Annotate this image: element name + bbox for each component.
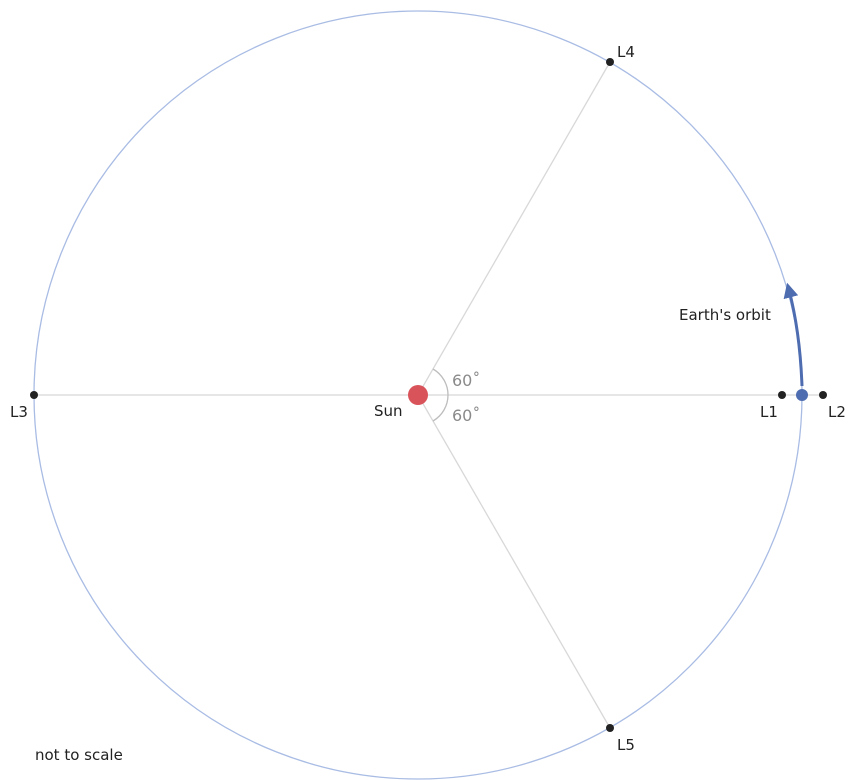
lagrange-point-l2 [819,391,827,399]
orbit-direction-arrow [783,282,804,387]
angle-arc-lower [432,394,449,422]
l2-label: L2 [828,403,846,421]
sun-l5-line [417,394,611,729]
l4-label: L4 [617,43,635,61]
lagrange-point-l3 [30,391,38,399]
lagrange-point-l1 [778,391,786,399]
angle-label-upper: 60˚ [452,371,480,390]
sun [408,385,428,405]
lagrange-point-l4 [606,58,614,66]
earth [796,389,808,401]
l1-label: L1 [760,403,778,421]
scale-note: not to scale [35,746,123,764]
sun-l4-line [417,61,611,396]
orbit-label: Earth's orbit [679,306,771,324]
angle-label-lower: 60˚ [452,406,480,425]
angle-arc-upper [432,368,449,396]
l5-label: L5 [617,736,635,754]
lagrange-point-l5 [606,724,614,732]
sun-label: Sun [374,402,403,420]
l3-label: L3 [10,403,28,421]
